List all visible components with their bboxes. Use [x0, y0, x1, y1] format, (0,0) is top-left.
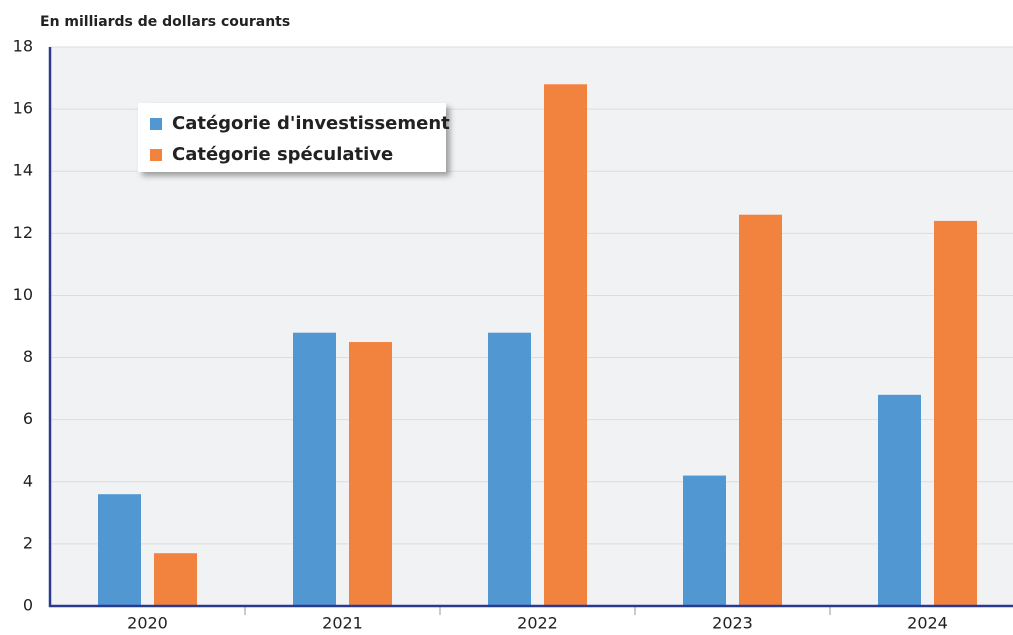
bar [739, 214, 782, 606]
legend-swatch [150, 149, 162, 161]
bar [683, 475, 726, 606]
bar [293, 332, 336, 606]
y-tick-label: 16 [13, 99, 33, 118]
y-tick-label: 2 [23, 533, 33, 552]
bar [488, 332, 531, 606]
y-tick-label: 6 [23, 409, 33, 428]
y-tick-label: 4 [23, 471, 33, 490]
legend-label: Catégorie d'investissement [172, 113, 450, 134]
legend-swatch [150, 118, 162, 130]
x-tick-label: 2023 [712, 614, 753, 633]
chart-title: En milliards de dollars courants [40, 14, 290, 30]
legend-label: Catégorie spéculative [172, 144, 393, 165]
bar [154, 553, 197, 606]
y-tick-label: 0 [23, 596, 33, 615]
y-tick-label: 12 [13, 223, 33, 242]
x-tick-label: 2020 [127, 614, 168, 633]
y-tick-label: 14 [13, 161, 33, 180]
bar [98, 494, 141, 606]
y-tick-label: 10 [13, 285, 33, 304]
bar [934, 220, 977, 606]
bar [544, 84, 587, 607]
x-tick-label: 2024 [907, 614, 948, 633]
legend-box [138, 103, 446, 172]
x-tick-label: 2022 [517, 614, 558, 633]
bar [878, 394, 921, 606]
x-tick-label: 2021 [322, 614, 363, 633]
y-tick-label: 18 [13, 37, 33, 56]
bar [349, 342, 392, 606]
legend: Catégorie d'investissement Catégorie spéc… [138, 103, 450, 172]
y-tick-label: 8 [23, 347, 33, 366]
